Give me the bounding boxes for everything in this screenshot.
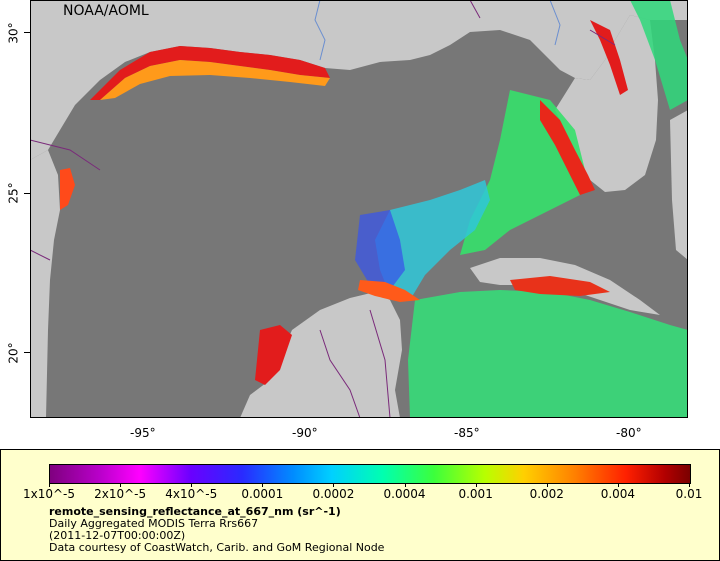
lon-label-85: -85° — [454, 426, 480, 440]
colorbar-label: 1x10^-5 — [22, 487, 76, 501]
map-area[interactable]: NOAA/AOML — [30, 0, 688, 418]
river-mississippi — [314, 0, 326, 61]
colorbar-label: 0.001 — [458, 487, 493, 501]
data-red-band-mexico — [255, 325, 292, 385]
colorbar-tick — [404, 483, 406, 487]
data-red-band-louisiana — [90, 46, 330, 100]
colorbar-tick — [689, 483, 690, 487]
lon-label-90: -90° — [292, 426, 318, 440]
land-mexico — [30, 150, 60, 418]
colorbar-tick — [475, 483, 477, 487]
source-credit: Data courtesy of CoastWatch, Carib. and … — [49, 541, 385, 554]
data-red-band-texas — [60, 168, 75, 210]
colorbar-tick — [617, 483, 619, 487]
land-florida — [555, 15, 658, 192]
colorbar-label: 0.004 — [600, 487, 636, 501]
colorbar-tick — [120, 483, 122, 487]
colorbar-tick — [333, 483, 335, 487]
colorbar-label: 2x10^-5 — [94, 487, 147, 501]
lon-label-95: -95° — [130, 426, 156, 440]
land-bahamas — [670, 110, 688, 260]
data-red-band-florida-east — [590, 20, 628, 95]
river-east — [549, 0, 561, 46]
land-us-gulf-coast — [30, 0, 688, 160]
map-canvas[interactable] — [30, 0, 688, 418]
lat-tick-25 — [24, 193, 30, 194]
credit-label: NOAA/AOML — [63, 3, 149, 19]
lat-label-25: 25° — [6, 182, 21, 204]
lat-tick-20 — [24, 352, 30, 353]
colorbar-tick — [546, 483, 548, 487]
colorbar-label: 0.0001 — [241, 487, 284, 501]
data-swath-green-east — [630, 0, 688, 110]
colorbar — [49, 464, 691, 484]
lat-label-30: 30° — [6, 22, 21, 44]
colorbar-label: 0.0002 — [312, 487, 355, 501]
land-yucatan — [240, 292, 402, 418]
lat-tick-30 — [24, 32, 30, 33]
data-red-band-cuba-north — [510, 276, 610, 296]
data-swath-green-caribbean — [408, 290, 688, 418]
colorbar-tick — [262, 483, 264, 487]
dataset-name: Daily Aggregated MODIS Terra Rrs667 — [49, 517, 259, 530]
colorbar-tick — [191, 483, 193, 487]
map-border — [30, 0, 688, 418]
data-red-band-yucatan — [358, 280, 420, 302]
data-red-band-florida-west — [540, 100, 595, 195]
colorbar-label: 0.0004 — [383, 487, 426, 501]
data-orange-band-louisiana — [100, 60, 330, 100]
legend-panel: 1x10^-5 2x10^-5 4x10^-5 0.0001 0.0002 0.0004 0… — [0, 449, 720, 561]
colorbar-tick — [49, 483, 50, 487]
border-lines — [30, 0, 616, 418]
variable-name: remote_sensing_reflectance_at_667_nm (sr… — [49, 505, 341, 518]
lat-label-20: 20° — [6, 342, 21, 364]
data-swath-blue-yucatan-channel — [355, 210, 405, 290]
colorbar-label: 0.002 — [529, 487, 564, 501]
lon-label-80: -80° — [616, 426, 642, 440]
colorbar-label: 4x10^-5 — [165, 487, 218, 501]
colorbar-label: 0.01 — [675, 487, 703, 501]
date-label: (2011-12-07T00:00:00Z) — [49, 529, 186, 542]
